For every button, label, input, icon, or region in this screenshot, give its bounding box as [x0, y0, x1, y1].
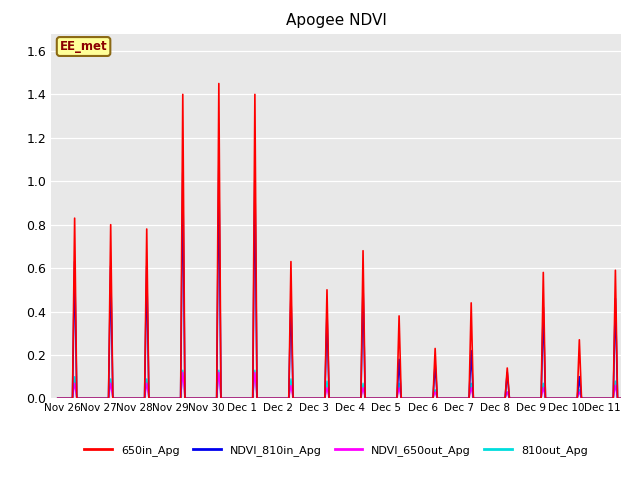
Legend: 650in_Apg, NDVI_810in_Apg, NDVI_650out_Apg, 810out_Apg: 650in_Apg, NDVI_810in_Apg, NDVI_650out_A…	[80, 441, 592, 460]
Text: EE_met: EE_met	[60, 40, 108, 53]
Title: Apogee NDVI: Apogee NDVI	[285, 13, 387, 28]
